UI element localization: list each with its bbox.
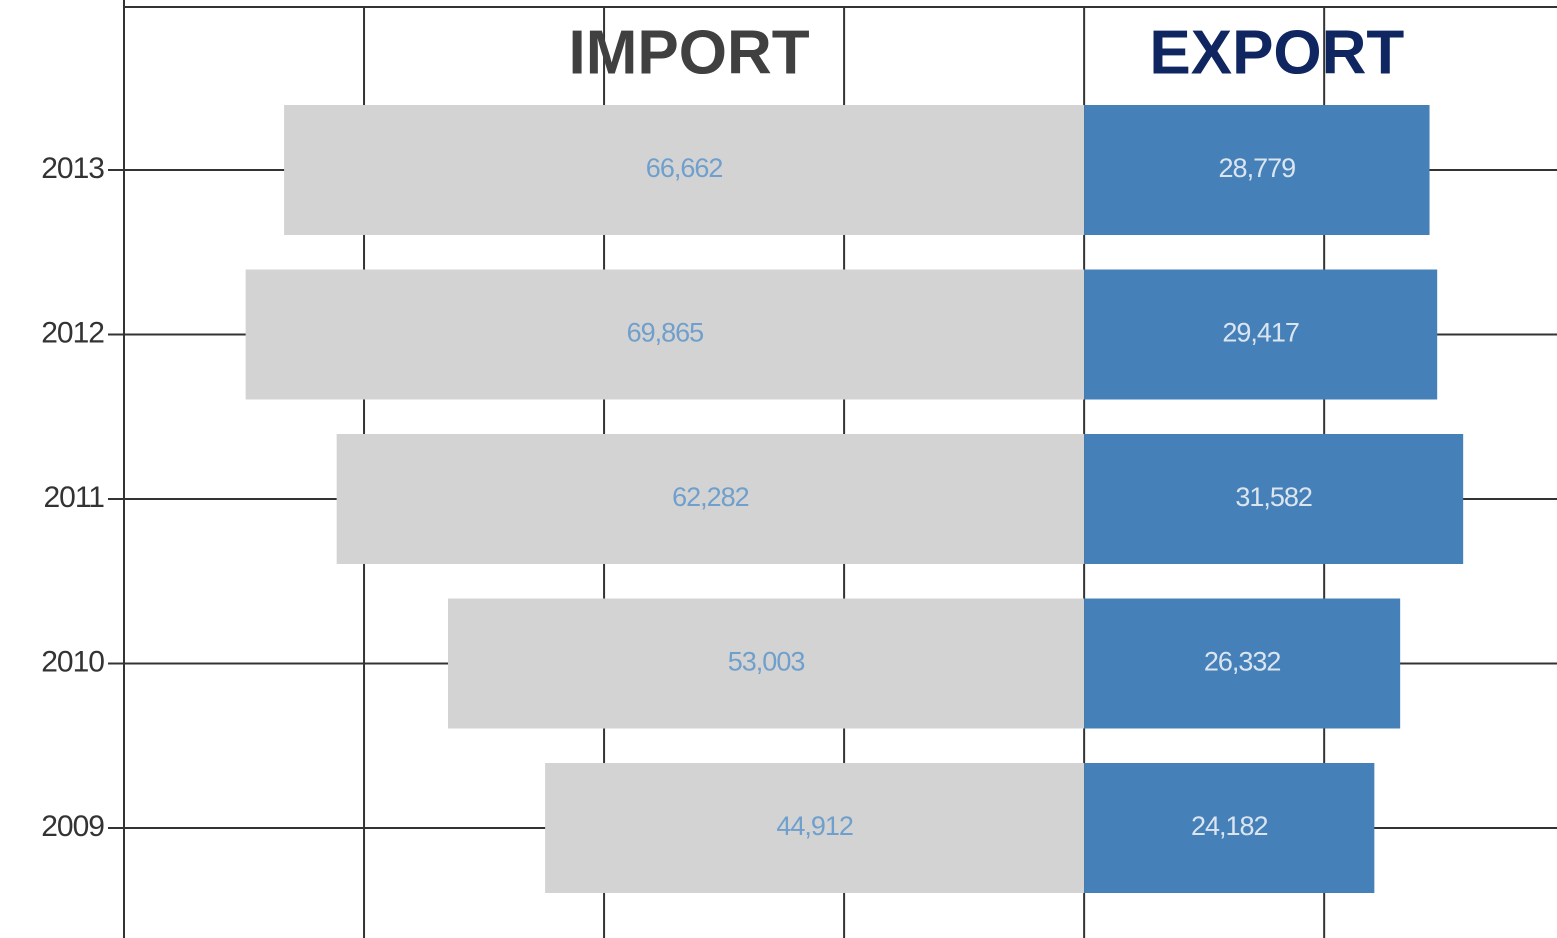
series-header: IMPORT [569,18,810,87]
y-tick-label: 2011 [43,481,104,514]
bar [336,434,1085,564]
value-label: 69,865 [627,318,704,348]
y-tick-label: 2012 [41,316,104,349]
y-tick-label: 2010 [41,645,104,678]
value-label: 28,779 [1219,153,1296,183]
value-label: 62,282 [672,482,749,512]
bar [1084,105,1430,235]
bar [284,105,1085,235]
y-tick-label: 2009 [41,810,104,843]
value-label: 24,182 [1191,811,1268,841]
value-label: 53,003 [728,647,805,677]
bar [245,269,1085,400]
value-label: 66,662 [646,153,723,183]
series-header: EXPORT [1149,18,1404,87]
bar [545,763,1085,893]
value-label: 26,332 [1204,647,1281,677]
value-label: 44,912 [776,811,853,841]
value-label: 31,582 [1235,482,1312,512]
bar [1084,763,1375,893]
y-tick-label: 2013 [41,152,104,185]
bar [1084,598,1401,729]
bar [1084,434,1464,564]
bar [1084,269,1438,400]
value-label: 29,417 [1222,318,1299,348]
bar [448,598,1085,729]
